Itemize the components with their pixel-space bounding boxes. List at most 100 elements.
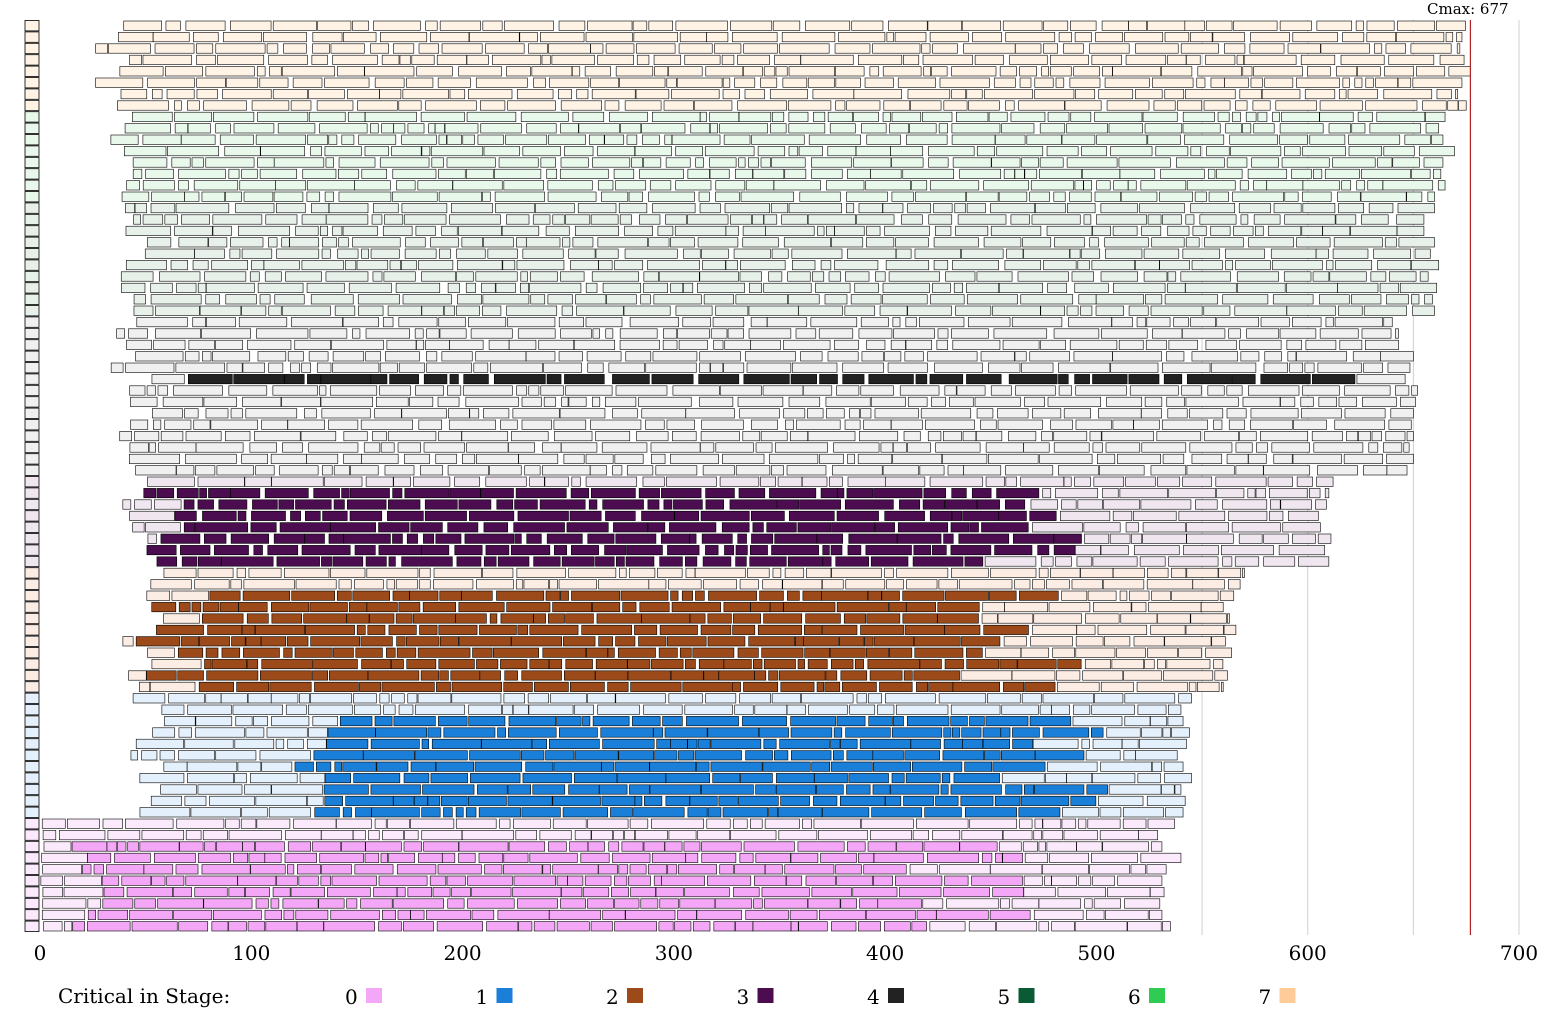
critical-job-bar [269, 681, 312, 692]
machine-label-cell [24, 202, 40, 214]
critical-job-bar [595, 670, 628, 681]
critical-job-bar [381, 681, 435, 692]
critical-job-bar [592, 602, 621, 613]
job-bar [192, 317, 206, 328]
job-bar [120, 89, 148, 100]
critical-job-bar [471, 909, 495, 920]
job-bar [435, 453, 457, 464]
critical-job-bar [436, 681, 451, 692]
job-bar [1074, 282, 1109, 293]
job-bar [476, 453, 519, 464]
job-bar [750, 317, 768, 328]
job-bar [1074, 921, 1128, 932]
job-bar [398, 362, 425, 373]
critical-job-bar [750, 602, 771, 613]
critical-job-bar [733, 887, 760, 898]
job-bar [554, 431, 593, 442]
critical-job-bar [525, 761, 554, 772]
job-bar [1033, 613, 1082, 624]
job-bar [465, 396, 519, 407]
critical-job-bar [902, 590, 945, 601]
job-bar [152, 89, 163, 100]
job-bar [201, 191, 226, 202]
job-bar [299, 693, 310, 704]
job-bar [1208, 191, 1229, 202]
job-bar [943, 100, 968, 111]
job-bar [1139, 203, 1185, 214]
critical-job-bar [776, 773, 815, 784]
job-bar [171, 157, 191, 168]
critical-job-bar [247, 921, 266, 932]
critical-job-bar [396, 864, 437, 875]
job-bar [671, 89, 720, 100]
job-bar [1278, 545, 1325, 556]
critical-job-bar [622, 602, 637, 613]
critical-job-bar [287, 841, 312, 852]
job-bar [1195, 499, 1218, 510]
critical-job-bar [1005, 499, 1026, 510]
critical-job-bar [290, 510, 301, 521]
job-bar [575, 225, 619, 236]
critical-job-bar [114, 852, 151, 863]
job-bar [1377, 260, 1412, 271]
job-bar [1089, 431, 1102, 442]
job-bar [122, 499, 132, 510]
job-bar [533, 77, 546, 88]
job-bar [874, 408, 919, 419]
job-bar [1361, 328, 1392, 339]
critical-job-bar [944, 624, 981, 635]
job-bar [1177, 100, 1203, 111]
machine-label-cell [24, 704, 40, 716]
job-bar [1188, 681, 1197, 692]
job-bar [1263, 465, 1311, 476]
job-bar [615, 66, 654, 77]
job-bar [433, 567, 482, 578]
job-bar [247, 339, 292, 350]
critical-job-bar [944, 499, 978, 510]
machine-label-cell [24, 749, 40, 761]
critical-job-bar [208, 488, 231, 499]
job-bar [310, 146, 322, 157]
critical-job-bar [278, 499, 294, 510]
critical-job-bar [404, 488, 450, 499]
job-bar [700, 431, 740, 442]
machine-label-cell [24, 88, 40, 100]
x-tick-label: 500 [1077, 941, 1115, 965]
critical-job-bar [745, 909, 789, 920]
job-bar [147, 77, 195, 88]
job-bar [154, 499, 182, 510]
job-bar [1020, 647, 1050, 658]
job-bar [482, 237, 514, 248]
job-bar [272, 89, 308, 100]
critical-job-bar [326, 738, 369, 749]
critical-job-bar [367, 670, 420, 681]
job-bar [1380, 351, 1414, 362]
job-bar [1091, 54, 1122, 65]
critical-job-bar [561, 556, 595, 567]
job-bar [890, 339, 906, 350]
job-bar [1077, 499, 1103, 510]
job-bar [722, 453, 765, 464]
critical-job-bar [354, 545, 376, 556]
critical-job-bar [185, 875, 238, 886]
job-bar [1063, 830, 1098, 841]
critical-job-bar [479, 624, 517, 635]
job-bar [1458, 100, 1467, 111]
job-bar [602, 282, 642, 293]
job-bar [1080, 305, 1093, 316]
job-bar [342, 317, 379, 328]
job-bar [699, 396, 734, 407]
job-bar [274, 294, 305, 305]
job-bar [826, 180, 865, 191]
x-tick-label: 300 [655, 941, 693, 965]
job-bar [757, 146, 786, 157]
job-bar [1100, 203, 1138, 214]
job-bar [589, 465, 607, 476]
job-bar [1411, 294, 1420, 305]
job-bar [1339, 339, 1363, 350]
job-bar [641, 408, 686, 419]
critical-job-bar [753, 659, 763, 670]
job-bar [1119, 590, 1128, 601]
critical-job-bar [1053, 545, 1076, 556]
critical-job-bar [529, 852, 578, 863]
